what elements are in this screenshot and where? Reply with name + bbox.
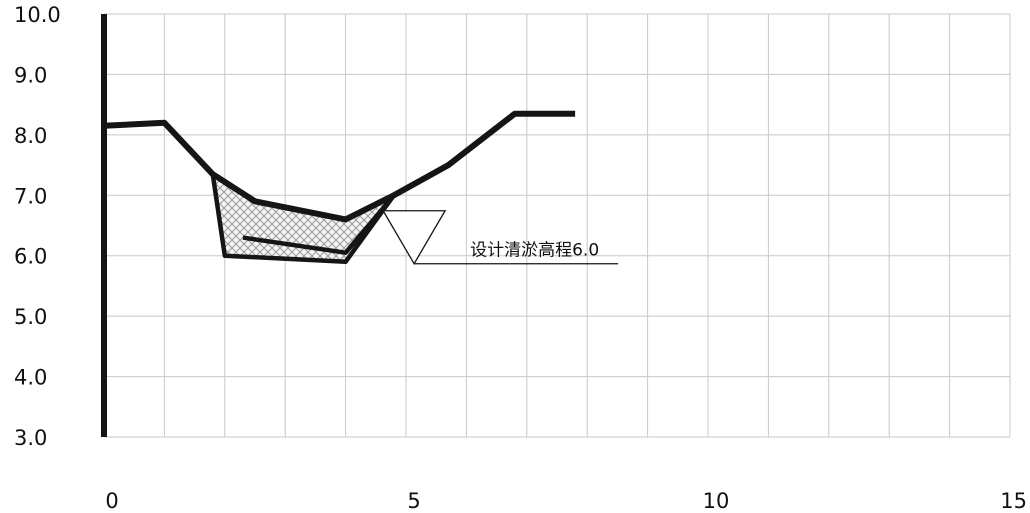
- y-tick-label: 9.0: [14, 63, 47, 87]
- y-tick-label: 8.0: [14, 124, 47, 148]
- x-tick-label: 0: [105, 489, 118, 513]
- x-tick-label: 15: [1000, 489, 1027, 513]
- x-tick-labels: 0 5 10 15: [105, 489, 1027, 513]
- y-tick-label: 4.0: [14, 366, 47, 390]
- x-tick-label: 5: [407, 489, 420, 513]
- x-tick-label: 10: [703, 489, 730, 513]
- design-elevation-annotation: 设计清淤高程6.0: [381, 210, 619, 266]
- y-tick-labels: 10.0 9.0 8.0 7.0 6.0 5.0 4.0 3.0: [14, 3, 61, 450]
- design-elevation-label: 设计清淤高程6.0: [470, 241, 599, 261]
- y-tick-label: 7.0: [14, 184, 47, 208]
- dredge-profile-line: [242, 193, 396, 255]
- dredge-profile-line: [210, 173, 396, 265]
- y-tick-label: 10.0: [14, 3, 61, 27]
- series-lines: [103, 110, 576, 265]
- existing-bed-profile-line: [103, 110, 576, 223]
- grid: [103, 13, 1011, 438]
- y-tick-label: 5.0: [14, 305, 47, 329]
- y-tick-label: 6.0: [14, 245, 47, 269]
- water-level-triangle-icon: [381, 210, 447, 266]
- y-tick-label: 3.0: [14, 426, 47, 450]
